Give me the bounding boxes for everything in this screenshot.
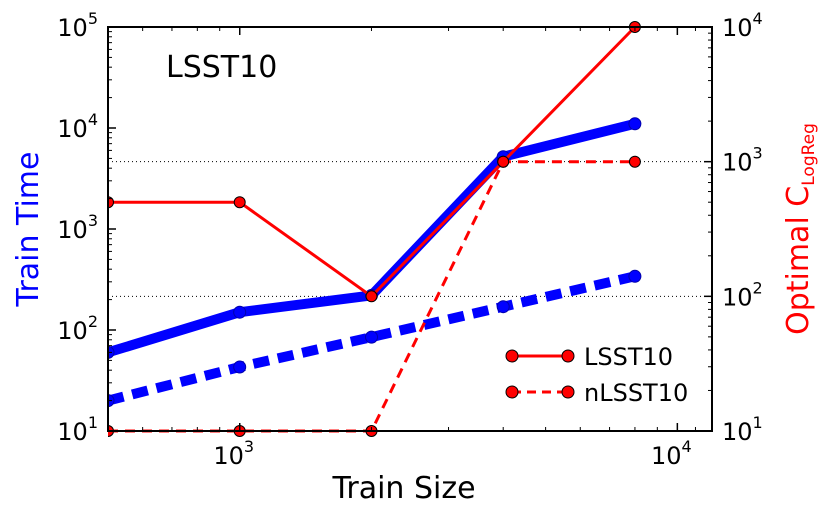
tick-base: 10 bbox=[722, 149, 753, 177]
legend-marker-lsst10 bbox=[505, 349, 519, 363]
tick-label: 104 bbox=[722, 9, 763, 42]
y-axis-label-right: Optimal CLogReg bbox=[781, 123, 819, 335]
tick-base: 10 bbox=[57, 418, 88, 446]
tick-label: 104 bbox=[651, 437, 692, 470]
tick-label: 104 bbox=[57, 110, 98, 143]
series-line bbox=[108, 118, 637, 358]
tick-exponent: 2 bbox=[753, 278, 763, 297]
tick-label: 101 bbox=[722, 413, 763, 446]
tick-exponent: 5 bbox=[88, 9, 98, 28]
data-point bbox=[628, 155, 641, 168]
tick-base: 10 bbox=[57, 317, 88, 345]
data-point bbox=[365, 330, 378, 344]
series-nlsst10-train-time bbox=[108, 269, 642, 408]
series-lsst10-train-time bbox=[108, 117, 642, 359]
series-line bbox=[108, 271, 637, 406]
plot-frame bbox=[107, 26, 713, 432]
legend-marker-nlsst10 bbox=[505, 385, 519, 399]
data-point bbox=[233, 305, 247, 319]
y-axis-label-right-subscript: LogReg bbox=[799, 123, 819, 186]
data-point bbox=[496, 300, 510, 314]
tick-label: 102 bbox=[57, 312, 98, 345]
x-axis-label: Train Size bbox=[331, 471, 475, 506]
tick-base: 10 bbox=[213, 442, 244, 470]
tick-label: 103 bbox=[57, 211, 98, 244]
tick-base: 10 bbox=[57, 14, 88, 42]
tick-label: 105 bbox=[57, 9, 98, 42]
tick-exponent: 2 bbox=[88, 312, 98, 331]
tick-label: 103 bbox=[213, 437, 254, 470]
tick-exponent: 3 bbox=[88, 211, 98, 230]
tick-label: 103 bbox=[722, 144, 763, 177]
tick-exponent: 4 bbox=[753, 9, 763, 28]
y-axis-label-right-main: Optimal C bbox=[781, 186, 816, 335]
tick-base: 10 bbox=[722, 14, 753, 42]
tick-label: 101 bbox=[57, 413, 98, 446]
data-point bbox=[497, 155, 510, 168]
data-point bbox=[365, 290, 378, 303]
legend-label-nlsst10: nLSST10 bbox=[584, 379, 688, 407]
data-point bbox=[628, 269, 642, 283]
tick-exponent: 3 bbox=[753, 144, 763, 163]
tick-exponent: 1 bbox=[753, 413, 763, 432]
tick-base: 10 bbox=[722, 283, 753, 311]
data-point bbox=[628, 117, 642, 131]
grid-lines bbox=[108, 161, 712, 297]
chart-title: LSST10 bbox=[166, 50, 277, 85]
tick-exponent: 1 bbox=[88, 413, 98, 432]
legend-marker-nlsst10 bbox=[561, 385, 575, 399]
legend: LSST10 nLSST10 bbox=[505, 343, 688, 407]
legend-marker-lsst10 bbox=[561, 349, 575, 363]
tick-label: 102 bbox=[722, 278, 763, 311]
tick-exponent: 4 bbox=[682, 437, 692, 456]
data-point bbox=[108, 196, 114, 209]
tick-base: 10 bbox=[651, 442, 682, 470]
tick-exponent: 3 bbox=[244, 437, 254, 456]
y-axis-label-left: Train Time bbox=[11, 152, 46, 308]
data-point bbox=[233, 360, 247, 374]
legend-label-lsst10: LSST10 bbox=[584, 343, 673, 371]
tick-exponent: 4 bbox=[88, 110, 98, 129]
data-point bbox=[233, 196, 246, 209]
tick-base: 10 bbox=[57, 216, 88, 244]
tick-base: 10 bbox=[57, 115, 88, 143]
tick-base: 10 bbox=[722, 418, 753, 446]
